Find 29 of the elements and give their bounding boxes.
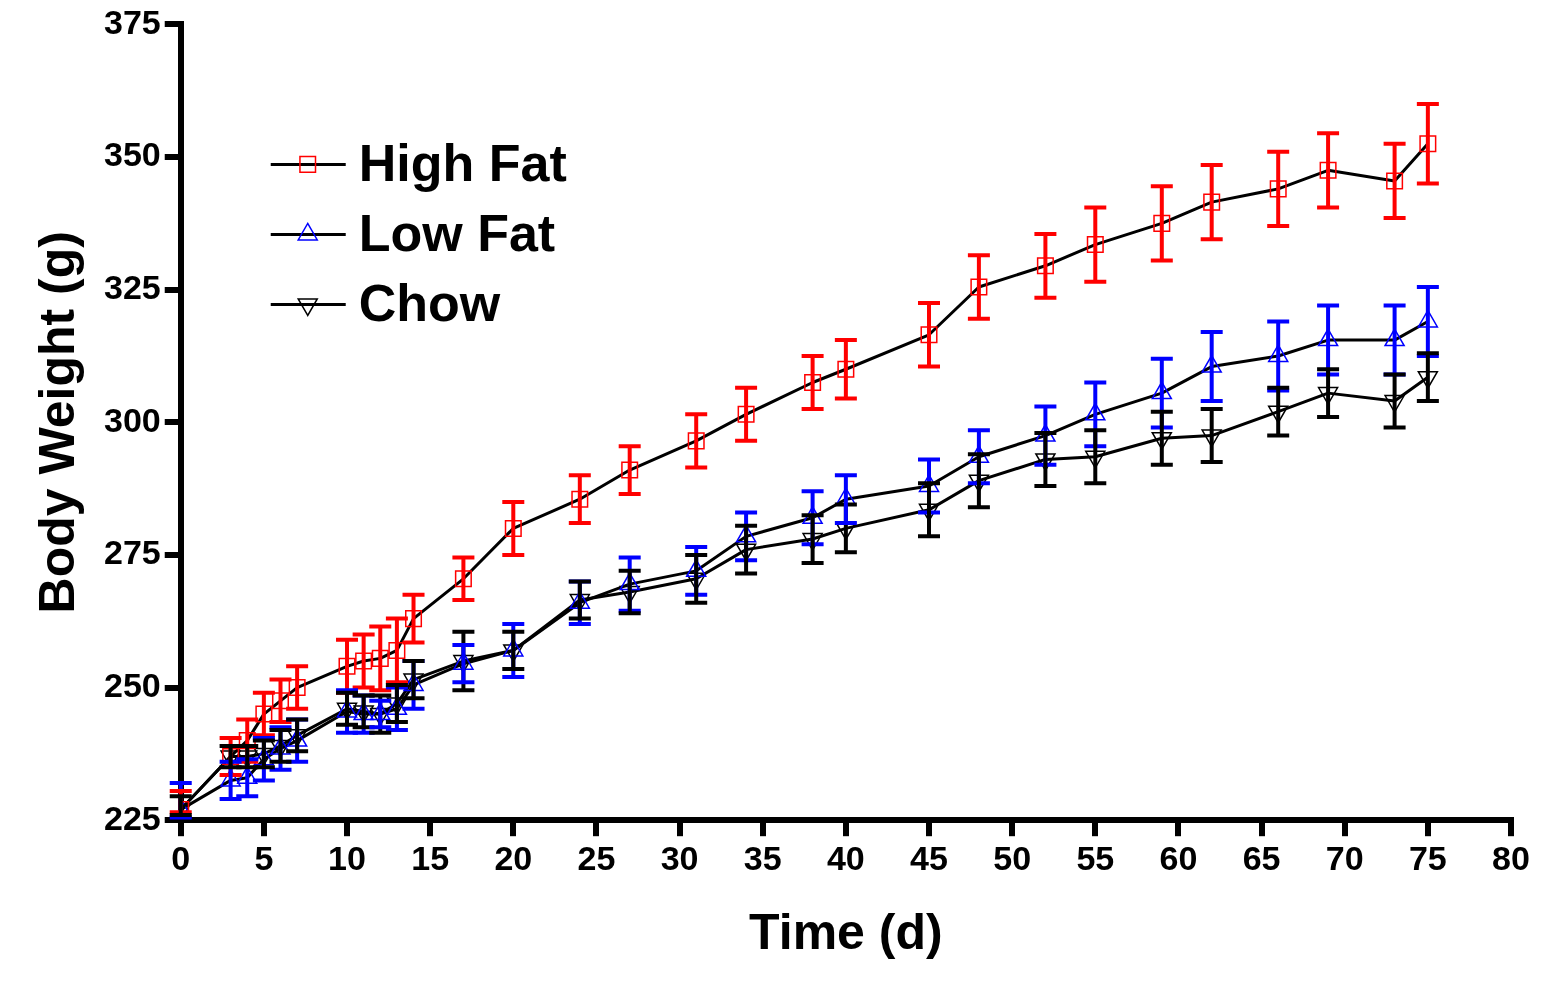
x-tick-label: 70 <box>1325 838 1364 877</box>
x-tick-label: 80 <box>1492 838 1530 877</box>
y-tick-label: 300 <box>103 400 161 439</box>
x-tick-label: 30 <box>660 838 699 877</box>
y-tick-label: 225 <box>103 798 161 837</box>
x-tick-label: 25 <box>577 838 616 877</box>
x-tick-label: 10 <box>328 838 366 877</box>
x-tick-label: 65 <box>1242 838 1281 877</box>
x-tick-label: 75 <box>1408 838 1447 877</box>
legend-label: Chow <box>358 273 501 332</box>
x-tick-label: 50 <box>993 838 1032 877</box>
x-tick-label: 60 <box>1159 838 1198 877</box>
y-tick-label: 250 <box>103 665 161 704</box>
y-tick-label: 350 <box>103 135 161 174</box>
x-tick-label: 45 <box>910 838 948 877</box>
y-tick-label: 375 <box>103 2 161 41</box>
y-axis-title: Body Weight (g) <box>28 231 85 614</box>
legend-label: Low Fat <box>358 203 556 262</box>
x-tick-label: 20 <box>494 838 533 877</box>
x-tick-label: 0 <box>171 838 191 877</box>
x-tick-label: 5 <box>254 838 274 877</box>
x-tick-label: 35 <box>743 838 782 877</box>
x-axis-title: Time (d) <box>749 903 943 960</box>
x-tick-label: 15 <box>411 838 450 877</box>
legend-label: High Fat <box>358 133 567 192</box>
x-tick-label: 55 <box>1076 838 1115 877</box>
y-tick-label: 325 <box>103 268 161 307</box>
x-tick-label: 40 <box>826 838 865 877</box>
y-tick-label: 275 <box>103 533 161 572</box>
